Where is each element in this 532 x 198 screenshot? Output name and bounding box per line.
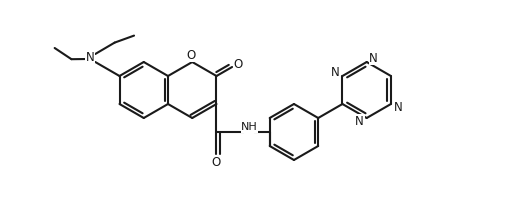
Text: N: N: [394, 101, 402, 113]
Text: N: N: [331, 66, 340, 78]
Text: N: N: [86, 50, 95, 64]
Text: O: O: [212, 156, 221, 169]
Text: O: O: [234, 57, 243, 70]
Text: N: N: [355, 114, 364, 128]
Text: O: O: [187, 49, 196, 62]
Text: N: N: [369, 51, 378, 65]
Text: NH: NH: [241, 122, 258, 132]
